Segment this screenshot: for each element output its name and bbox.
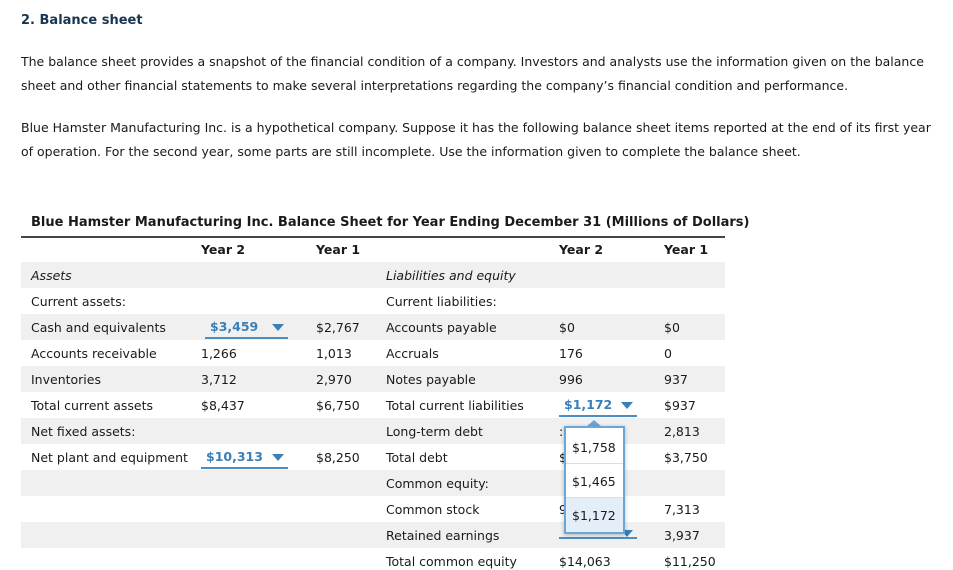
option-divider (566, 463, 623, 464)
np-year2: 996 (559, 372, 583, 387)
dropdown-option[interactable]: $1,758 (572, 440, 616, 455)
np-year1: 937 (664, 372, 688, 387)
row-band (21, 366, 725, 392)
chevron-down-icon (272, 324, 284, 331)
td-year2-fragment: $ (559, 450, 567, 465)
inventories-label: Inventories (31, 372, 101, 387)
re-year2-dropdown[interactable] (559, 521, 637, 539)
tce-label: Total common equity (386, 554, 517, 569)
npe-year1: $8,250 (316, 450, 360, 465)
title-rule (21, 236, 725, 238)
tca-year2: $8,437 (201, 398, 245, 413)
common-equity-label: Common equity: (386, 476, 489, 491)
cs-label: Common stock (386, 502, 480, 517)
npe-year2-dropdown[interactable]: $10,313 (201, 449, 288, 469)
inventories-year2: 3,712 (201, 372, 237, 387)
cash-year2-value: $3,459 (210, 319, 259, 334)
tce-year1: $11,250 (664, 554, 716, 569)
ap-year1: $0 (664, 320, 680, 335)
table-title: Blue Hamster Manufacturing Inc. Balance … (31, 215, 750, 230)
re-label: Retained earnings (386, 528, 500, 543)
dropdown-option-selected[interactable]: $1,172 (566, 498, 623, 532)
cs-year1: 7,313 (664, 502, 700, 517)
option-divider (566, 497, 623, 498)
tcl-year1: $937 (664, 398, 696, 413)
tca-label: Total current assets (31, 398, 154, 413)
cash-year1: $2,767 (316, 320, 360, 335)
ap-year2: $0 (559, 320, 575, 335)
ltd-year2-fragment: : (559, 424, 564, 439)
re-year1: 3,937 (664, 528, 700, 543)
ar-label: Accounts receivable (31, 346, 157, 361)
tce-year2: $14,063 (559, 554, 611, 569)
cash-label: Cash and equivalents (31, 320, 166, 335)
current-assets-label: Current assets: (31, 294, 126, 309)
accruals-label: Accruals (386, 346, 439, 361)
problem-paragraph: Blue Hamster Manufacturing Inc. is a hyp… (21, 120, 931, 159)
cash-year2-dropdown[interactable]: $3,459 (205, 319, 288, 339)
npe-label: Net plant and equipment (31, 450, 188, 465)
td-label: Total debt (386, 450, 448, 465)
accruals-year1: 0 (664, 346, 672, 361)
dropdown-popup: $1,758 $1,465 $1,172 (564, 426, 625, 534)
header-year2-right: Year 2 (559, 242, 604, 257)
tcl-year2-dropdown[interactable]: $1,172 (559, 397, 637, 417)
np-label: Notes payable (386, 372, 476, 387)
npe-year2-value: $10,313 (206, 449, 263, 464)
tca-year1: $6,750 (316, 398, 360, 413)
row-band (21, 262, 725, 288)
section-heading: 2. Balance sheet (21, 13, 143, 28)
inventories-year1: 2,970 (316, 372, 352, 387)
tcl-label: Total current liabilities (386, 398, 524, 413)
nfa-label: Net fixed assets: (31, 424, 136, 439)
accruals-year2: 176 (559, 346, 583, 361)
dropdown-option[interactable]: $1,465 (572, 474, 616, 489)
ar-year2: 1,266 (201, 346, 237, 361)
header-year1-right: Year 1 (664, 242, 709, 257)
tcl-year2-value: $1,172 (564, 397, 613, 412)
liabilities-equity-label: Liabilities and equity (386, 268, 516, 283)
popup-caret (586, 420, 602, 427)
intro-paragraph: The balance sheet provides a snapshot of… (21, 54, 924, 93)
current-liabilities-label: Current liabilities: (386, 294, 497, 309)
assets-label: Assets (31, 268, 72, 283)
ap-label: Accounts payable (386, 320, 497, 335)
chevron-down-icon (272, 454, 284, 461)
header-year2-left: Year 2 (201, 242, 246, 257)
header-year1-left: Year 1 (316, 242, 361, 257)
chevron-down-icon (621, 530, 633, 537)
td-year1: $3,750 (664, 450, 708, 465)
cs-year2-fragment: 9 (559, 502, 567, 517)
row-band (21, 314, 725, 340)
ltd-label: Long-term debt (386, 424, 483, 439)
ar-year1: 1,013 (316, 346, 352, 361)
ltd-year1: 2,813 (664, 424, 700, 439)
chevron-down-icon (621, 402, 633, 409)
